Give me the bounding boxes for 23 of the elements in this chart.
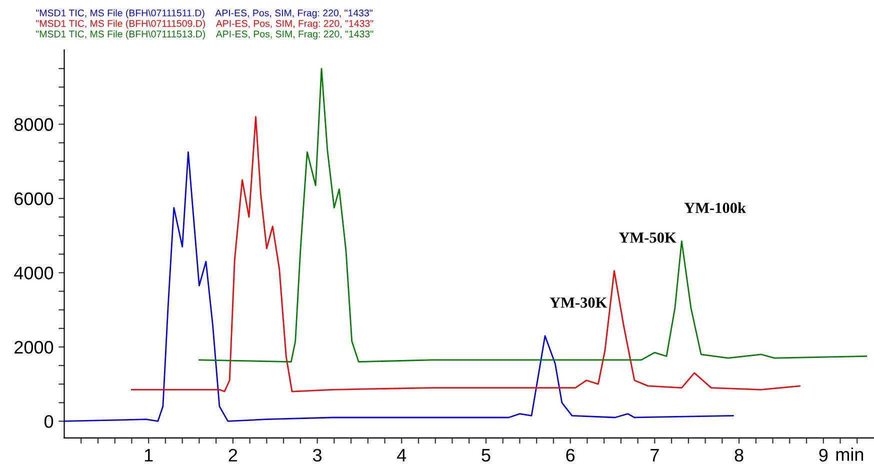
y-tick-label: 6000 [14,192,54,206]
x-tick-label: 9 [819,448,828,462]
x-tick-label: 5 [482,449,490,462]
x-tick-label: 2 [228,448,238,462]
x-tick-label: 6 [566,448,575,462]
annotation: YM-30K [550,297,608,308]
x-tick-label: 7 [650,449,659,462]
y-tick-label: 8000 [14,118,54,131]
text: "MSD1 TIC, MS File (BFH\07111513.D) API-ES, Pos, SIM, Frag: 220, "1433" [36,30,374,40]
x-tick-label: 4 [397,449,406,462]
x-tick-label: 8 [734,448,744,462]
y-tick-label: 0 [44,415,54,428]
y-tick-label: 2000 [14,340,54,354]
annotation: YM-100k [684,202,746,214]
x-axis-title: min [836,448,864,461]
line-series [131,116,800,392]
annotation: YM-50K [618,232,676,243]
line-series [198,68,868,363]
x-tick-label: 3 [312,448,322,462]
text: "MSD1 TIC, MS File (BFH\07111509.D) API-ES, Pos, SIM, Frag: 220, "1433" [36,20,374,29]
y-tick-label: 4000 [14,266,54,280]
x-tick-label: 1 [144,449,153,462]
text: "MSD1 TIC, MS File (BFH\07111511.D) API-ES, Pos, SIM, Frag: 220, "1433" [36,9,372,18]
